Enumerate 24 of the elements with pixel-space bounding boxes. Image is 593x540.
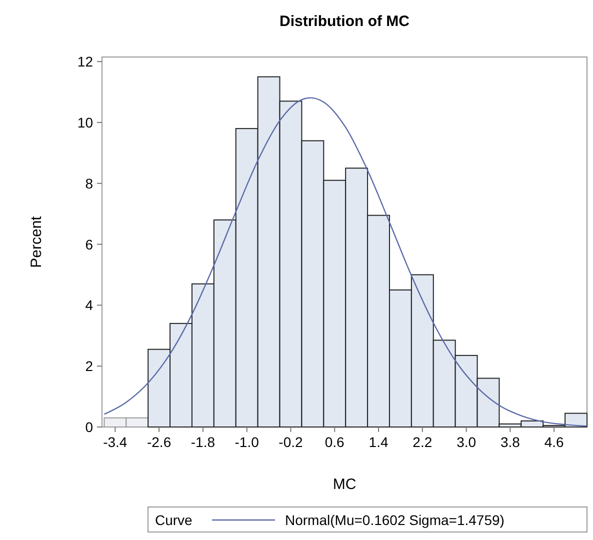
chart-title: Distribution of MC (280, 13, 410, 30)
x-tick-label: 0.6 (324, 434, 345, 450)
x-tick-label: -0.2 (278, 434, 304, 450)
x-tick-label: -3.4 (103, 434, 128, 450)
x-axis-title: MC (332, 476, 356, 493)
x-tick-label: -1.0 (234, 434, 260, 450)
x-tick-label: 3.8 (500, 434, 520, 450)
y-tick-label: 6 (85, 236, 94, 252)
legend-title: Curve (155, 512, 193, 528)
x-tick-label: 1.4 (368, 434, 388, 450)
y-tick-label: 4 (85, 297, 94, 314)
y-tick-label: 10 (77, 114, 94, 130)
x-tick-label: 2.2 (412, 434, 432, 450)
x-tick-label: 4.6 (544, 434, 564, 450)
x-tick-label: 3.0 (456, 434, 476, 450)
x-tick-label: -1.8 (190, 434, 216, 450)
y-axis-title: Percent (28, 215, 45, 268)
x-tick-label: -2.6 (146, 434, 172, 450)
y-tick-label: 8 (85, 175, 94, 192)
y-tick-label: 12 (77, 54, 94, 70)
legend-label: Normal(Mu=0.1602 Sigma=1.4759) (285, 512, 504, 528)
line-series (104, 97, 588, 427)
y-tick-label: 0 (85, 419, 94, 435)
y-tick-label: 2 (85, 358, 94, 374)
